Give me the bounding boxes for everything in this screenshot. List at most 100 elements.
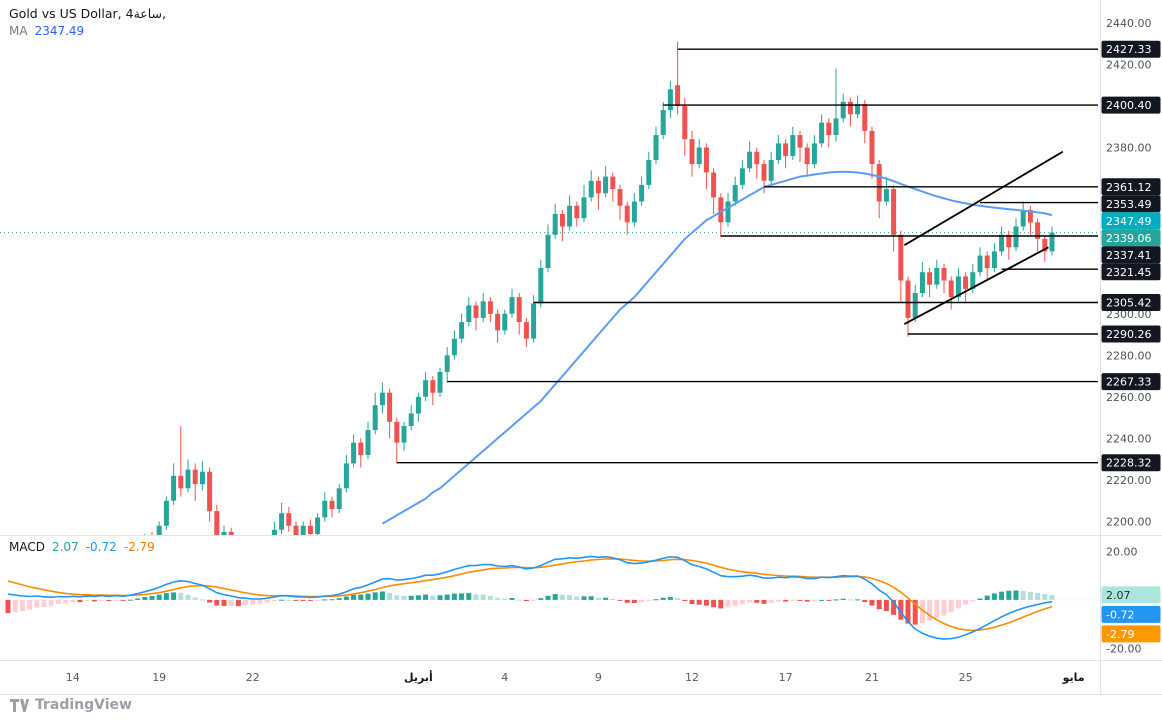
candle-body xyxy=(408,413,414,426)
candle-body xyxy=(567,205,573,227)
candle-body xyxy=(1006,234,1012,248)
price-axis-tick[interactable]: 2280.00 xyxy=(1106,349,1152,362)
candle-body xyxy=(199,471,205,485)
candle-body xyxy=(336,488,342,510)
candle-body xyxy=(221,531,227,535)
tradingview-icon xyxy=(10,698,29,712)
candle-body xyxy=(394,421,400,443)
macd-histogram-bar xyxy=(775,599,781,602)
price-badge-text: 2337.41 xyxy=(1106,249,1152,262)
price-badge xyxy=(1101,246,1161,264)
macd-histogram-bar xyxy=(970,599,976,602)
candle-body xyxy=(156,525,162,535)
macd-histogram-bar xyxy=(552,594,558,600)
macd-histogram-bar xyxy=(127,599,133,601)
macd-histogram-bar xyxy=(963,599,969,605)
macd-histogram-bar xyxy=(927,599,933,621)
macd-histogram-bar xyxy=(559,594,565,600)
macd-histogram-bar xyxy=(912,599,918,625)
price-badge xyxy=(1101,373,1161,391)
macd-axis-tick[interactable]: 20.00 xyxy=(1106,546,1138,559)
candle-body xyxy=(300,525,306,535)
candle-body xyxy=(523,322,529,339)
candle-body xyxy=(984,255,990,269)
candle-body xyxy=(739,168,745,185)
candle-body xyxy=(912,293,918,318)
price-axis-tick[interactable]: 2260.00 xyxy=(1106,391,1152,404)
macd-histogram-bar xyxy=(372,592,378,600)
candle-body xyxy=(775,143,781,160)
candle-body xyxy=(610,176,616,190)
candle-body xyxy=(379,392,385,406)
candle-body xyxy=(1035,222,1041,239)
macd-histogram-bar xyxy=(567,595,573,600)
price-axis-tick[interactable]: 2220.00 xyxy=(1106,474,1152,487)
macd-axis-tick[interactable]: -20.00 xyxy=(1106,642,1141,655)
candle-body xyxy=(430,380,436,393)
candle-body xyxy=(624,205,630,223)
macd-histogram-bar xyxy=(264,599,270,603)
macd-indicator-legend: MACD 2.07 -0.72 -2.79 xyxy=(9,540,162,554)
macd-histogram-bar xyxy=(77,599,83,603)
macd-histogram-bar xyxy=(495,597,501,600)
tradingview-brand-text: TradingView xyxy=(35,697,132,713)
trendline[interactable] xyxy=(903,246,1049,325)
price-axis-tick[interactable]: 2200.00 xyxy=(1106,516,1152,529)
candle-body xyxy=(819,122,825,144)
candle-body xyxy=(718,197,724,223)
macd-histogram-bar xyxy=(423,594,429,600)
macd-histogram-bar xyxy=(819,599,825,601)
time-axis-label[interactable]: 21 xyxy=(865,671,879,684)
price-axis-tick[interactable]: 2300.00 xyxy=(1106,308,1152,321)
macd-histogram-bar xyxy=(199,599,205,601)
macd-histogram-bar xyxy=(1035,592,1041,600)
candle-body xyxy=(963,276,969,289)
time-axis-label[interactable]: 19 xyxy=(152,671,166,684)
price-axis-tick[interactable]: 2240.00 xyxy=(1106,432,1152,445)
macd-histogram-bar xyxy=(955,599,961,609)
candle-body xyxy=(999,234,1005,252)
candle-body xyxy=(847,101,853,115)
candle-body xyxy=(372,405,378,431)
candle-body xyxy=(451,338,457,356)
trendline[interactable] xyxy=(903,150,1064,246)
macd-histogram-bar xyxy=(207,599,213,603)
macd-histogram-bar xyxy=(581,596,587,600)
time-axis-label[interactable]: مايو xyxy=(1062,671,1085,684)
time-axis-label[interactable]: 12 xyxy=(685,671,699,684)
symbol-title[interactable]: Gold vs US Dollar, ساعة4, xyxy=(9,6,167,21)
time-axis-label[interactable]: 17 xyxy=(779,671,793,684)
macd-histogram-bar xyxy=(19,599,25,611)
time-axis-label[interactable]: 4 xyxy=(501,671,508,684)
candle-body xyxy=(236,551,241,566)
macd-histogram-bar xyxy=(113,599,119,601)
candle-body xyxy=(56,567,61,582)
price-axis-tick[interactable]: 2440.00 xyxy=(1106,17,1152,30)
price-axis-tick[interactable]: 2380.00 xyxy=(1106,142,1152,155)
macd-histogram-bar xyxy=(271,599,277,602)
candle-body xyxy=(192,469,198,485)
macd-indicator-label[interactable]: MACD xyxy=(9,540,45,554)
candle-body xyxy=(286,513,292,526)
candle-body xyxy=(941,268,947,281)
tradingview-logo[interactable]: TradingView xyxy=(10,697,132,713)
candle-body xyxy=(258,559,263,572)
macd-histogram-bar xyxy=(934,599,940,619)
price-axis-tick[interactable]: 2420.00 xyxy=(1106,58,1152,71)
macd-histogram-bar xyxy=(624,599,630,603)
time-axis-label[interactable]: أبريل xyxy=(404,670,433,684)
macd-histogram-bar xyxy=(516,599,522,601)
macd-badge-text: -2.79 xyxy=(1106,628,1134,641)
time-axis-label[interactable]: 14 xyxy=(66,671,80,684)
time-axis-label[interactable]: 25 xyxy=(959,671,973,684)
macd-histogram-bar xyxy=(883,599,889,611)
macd-histogram-bar xyxy=(235,599,241,607)
time-axis-label[interactable]: 9 xyxy=(595,671,602,684)
ma-indicator-label[interactable]: MA xyxy=(9,24,28,38)
macd-histogram-bar xyxy=(840,598,846,600)
candle-body xyxy=(466,305,472,322)
macd-histogram-bar xyxy=(603,597,609,600)
price-badge-text: 2228.32 xyxy=(1106,457,1152,470)
time-axis-label[interactable]: 22 xyxy=(246,671,260,684)
